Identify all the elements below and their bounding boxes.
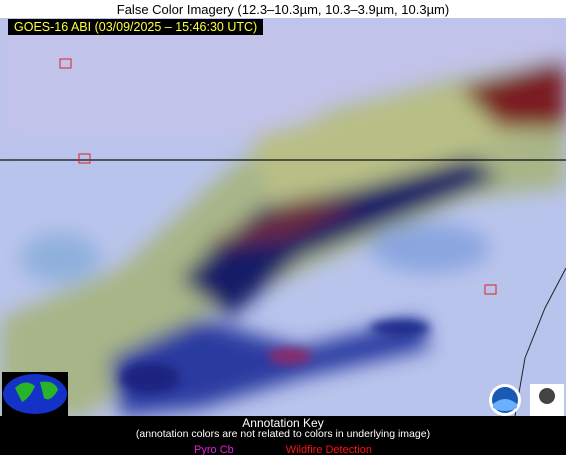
key-items: Pyro Cb Wildfire Detection bbox=[0, 440, 566, 455]
globe-logo bbox=[2, 372, 68, 416]
noaa-logo bbox=[489, 384, 521, 416]
satellite-image bbox=[0, 18, 566, 416]
title: False Color Imagery (12.3–10.3µm, 10.3–3… bbox=[116, 2, 450, 17]
timestamp: GOES-16 ABI (03/09/2025 – 15:46:30 UTC) bbox=[8, 19, 264, 35]
cimss-logo bbox=[530, 384, 564, 416]
annotation-key: Annotation Key (annotation colors are no… bbox=[0, 416, 566, 455]
key-item: Pyro Cb bbox=[194, 444, 234, 455]
key-title: Annotation Key bbox=[242, 416, 324, 430]
key-item: Wildfire Detection bbox=[285, 444, 372, 455]
key-note: (annotation colors are not related to co… bbox=[135, 428, 431, 440]
